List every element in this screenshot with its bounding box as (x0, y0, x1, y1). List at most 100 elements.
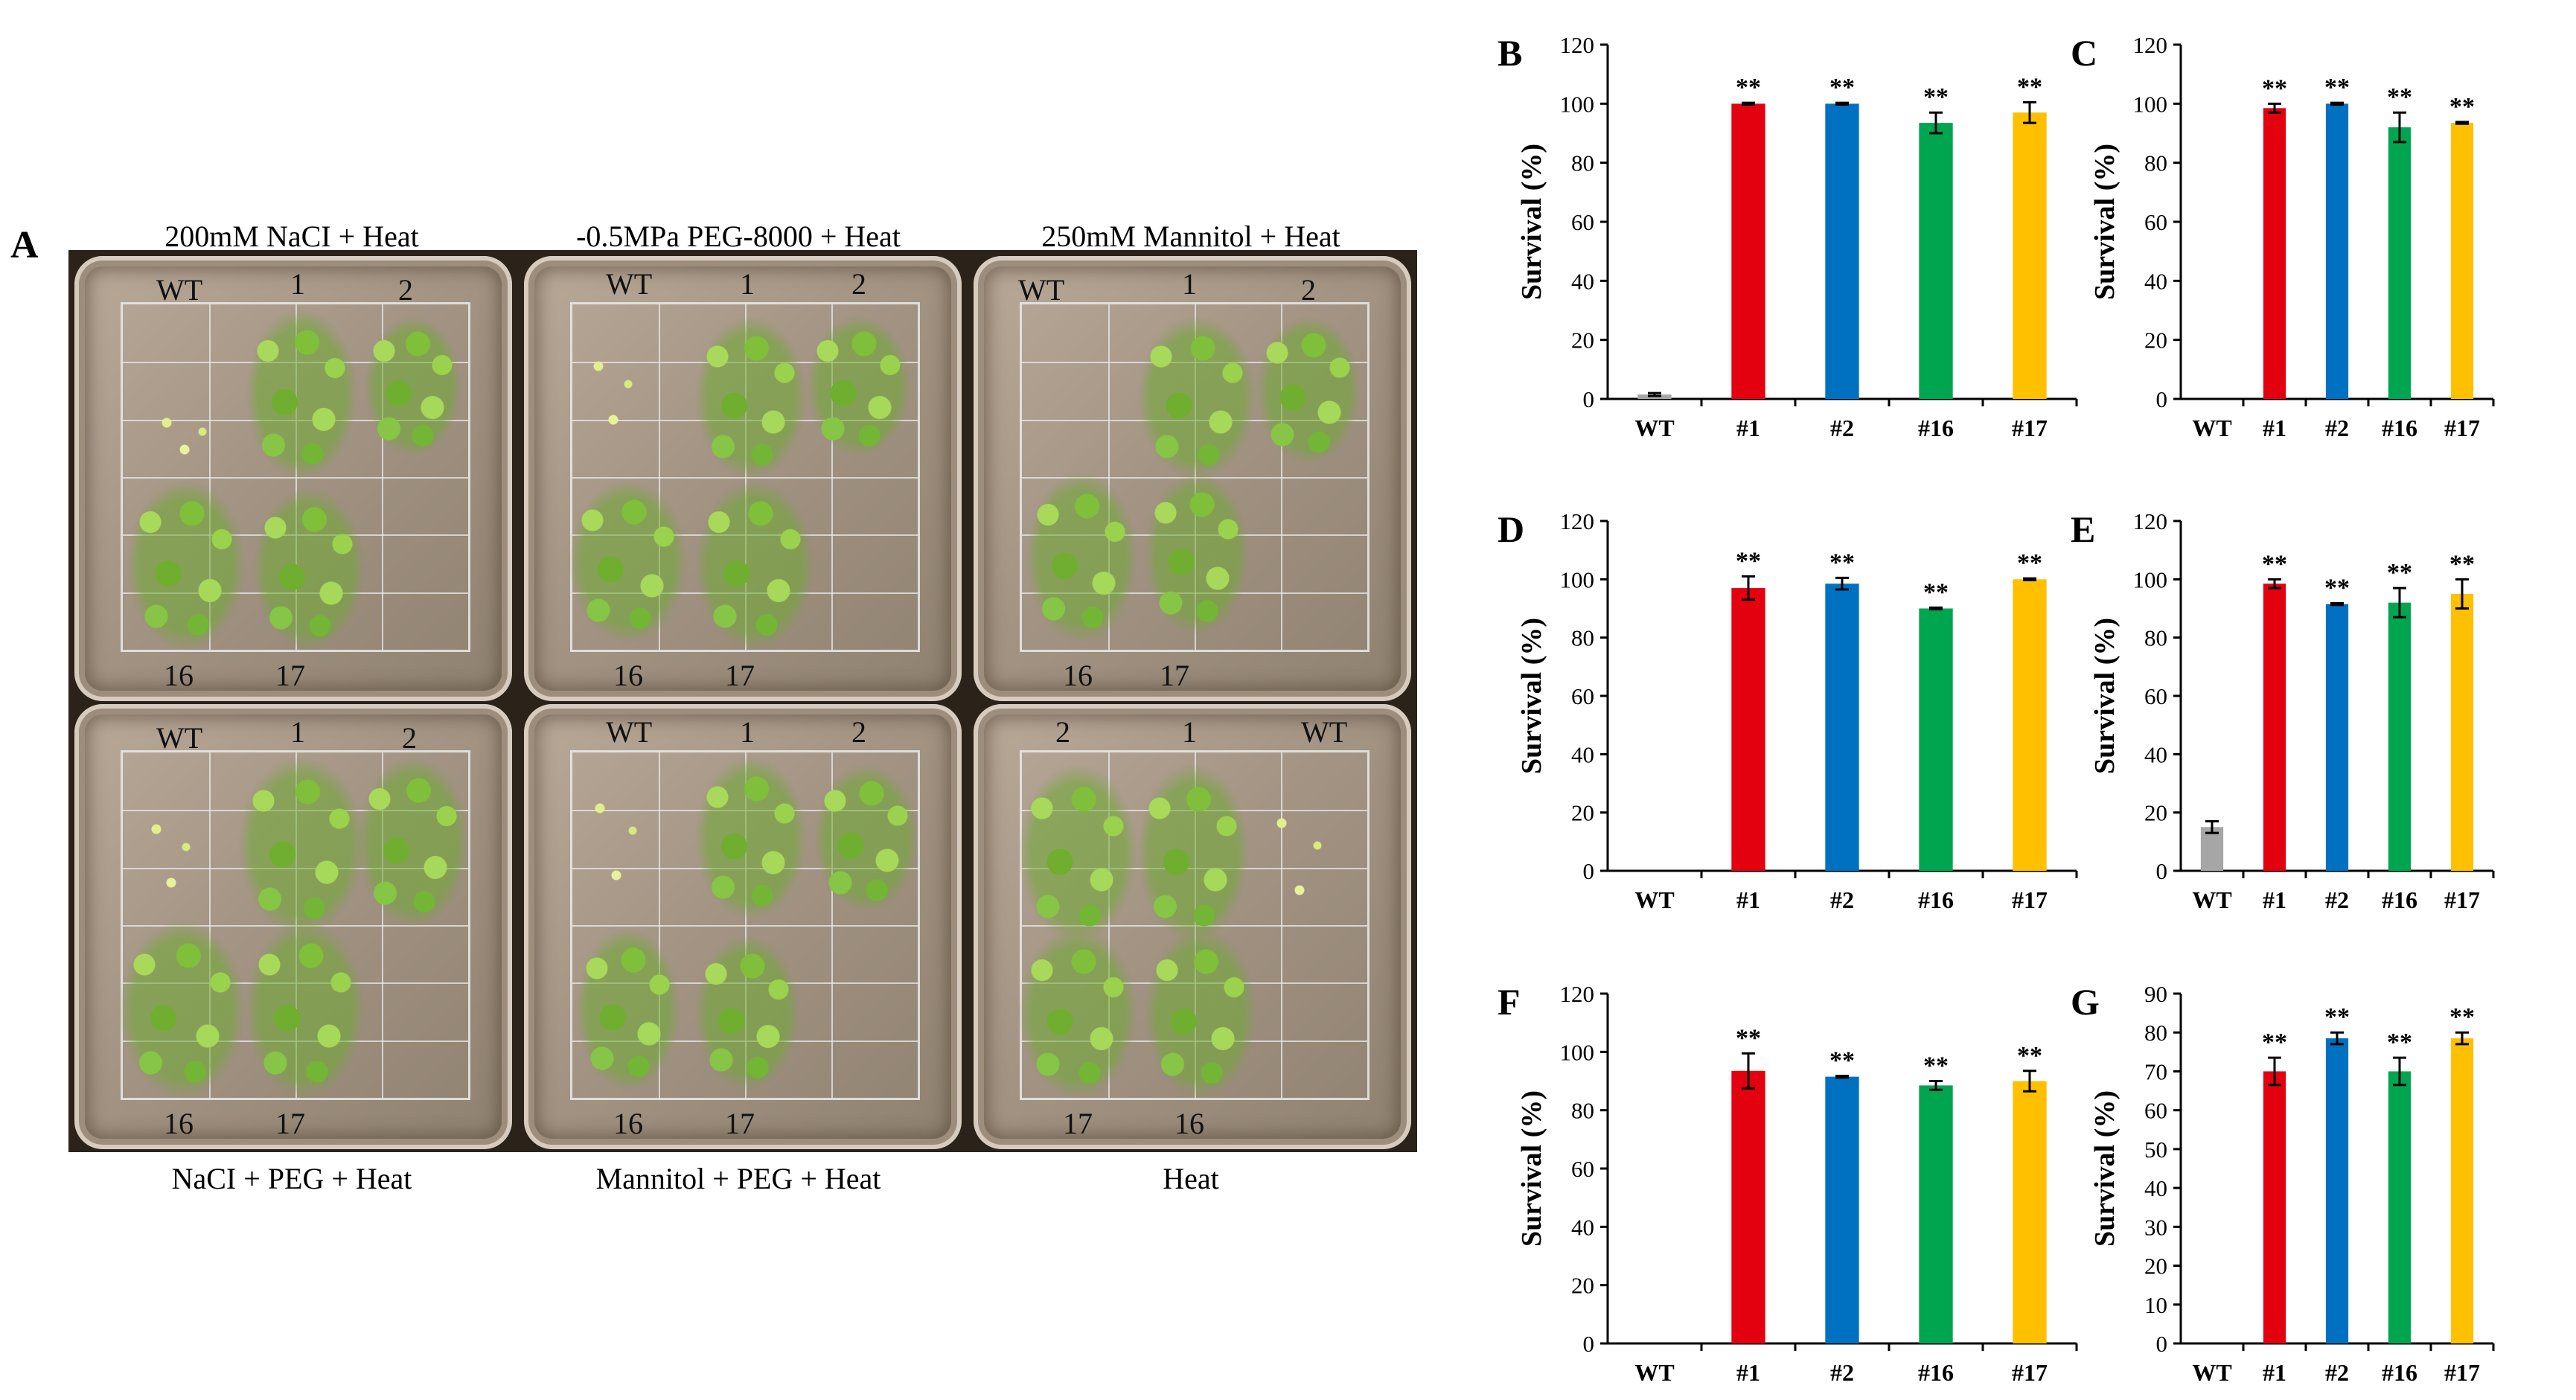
plate-heat: 2 1 WT 17 16 (974, 704, 1411, 1149)
x-tick-label: #1 (1736, 1359, 1760, 1386)
plate-nacl-peg-heat: WT 1 2 16 17 (74, 704, 512, 1149)
y-tick-label: 100 (2133, 91, 2168, 117)
bar-line-16 (2388, 127, 2412, 400)
bar-line-1 (2263, 108, 2286, 400)
x-tick-label: #17 (2444, 886, 2480, 913)
x-tick-label: #17 (2012, 415, 2048, 441)
seedlings-line-17 (253, 487, 365, 651)
panel-letter-f: F (1498, 981, 1521, 1023)
seedlings-line-2 (1256, 316, 1361, 464)
bar-line-17 (2450, 123, 2474, 399)
y-tick-label: 10 (2144, 1292, 2167, 1318)
significance-marker: ** (2017, 549, 2042, 577)
x-tick-label: #16 (1918, 886, 1954, 913)
significance-marker: ** (2324, 74, 2350, 101)
chart-b: B 0 20 40 60 80 100 120 Survival (%) WT ** #1 ** #2 **… (1498, 32, 2078, 441)
significance-marker: ** (2262, 74, 2287, 102)
y-tick-label: 90 (2144, 981, 2167, 1007)
bar-line-1 (1731, 1070, 1765, 1343)
x-tick-label: #17 (2012, 1359, 2048, 1386)
significance-marker: ** (1829, 74, 1855, 101)
bar-line-17 (2013, 112, 2047, 399)
y-tick-label: 60 (1571, 209, 1594, 235)
y-tick-label: 40 (2144, 268, 2167, 294)
seedlings-line-1 (695, 756, 807, 920)
plate-caption-1: 200mM NaCI + Heat (164, 220, 419, 253)
plate-label-wt: WT (606, 267, 653, 301)
y-axis-label: Survival (%) (2089, 618, 2120, 774)
plate-label-wt: WT (156, 721, 203, 755)
seedlings-wt (1264, 779, 1353, 927)
seedlings-line-16 (119, 920, 246, 1099)
bar-line-2 (2325, 1038, 2349, 1343)
seedlings-line-16 (576, 927, 680, 1091)
plate-label-wt: WT (156, 273, 203, 307)
plate-caption-4: NaCI + PEG + Heat (171, 1162, 412, 1195)
plate-label-16: 16 (1063, 659, 1093, 692)
y-tick-label: 50 (2144, 1137, 2167, 1163)
x-tick-label: #16 (2382, 1359, 2417, 1386)
plate-label-1: 1 (1182, 715, 1197, 749)
x-tick-label: #2 (2325, 1359, 2349, 1386)
plate-label-17: 17 (275, 659, 305, 692)
bar-line-1 (2263, 1071, 2286, 1343)
y-tick-label: 80 (1571, 1098, 1594, 1124)
y-tick-label: 0 (2156, 386, 2168, 412)
seedlings-line-1 (238, 756, 365, 935)
plate-label-17: 17 (725, 659, 755, 692)
significance-marker: ** (2324, 574, 2350, 601)
y-tick-label: 20 (2144, 1253, 2167, 1279)
y-tick-label: 20 (1571, 327, 1594, 354)
y-axis-label: Survival (%) (2089, 1090, 2120, 1247)
x-tick-label: #17 (2444, 415, 2480, 441)
panel-letter-b: B (1498, 32, 1522, 74)
panel-letter-g: G (2071, 981, 2100, 1023)
bar-wt (2200, 827, 2224, 871)
plate-caption-6: Heat (1163, 1162, 1219, 1195)
y-tick-label: 80 (1571, 150, 1594, 176)
bar-line-17 (2450, 593, 2474, 871)
plate-peg-heat: WT 1 2 16 17 (524, 256, 962, 701)
x-tick-label: #16 (1918, 415, 1954, 441)
y-tick-label: 120 (1560, 508, 1595, 534)
y-tick-label: 40 (2144, 1175, 2167, 1201)
x-tick-label: #1 (1736, 415, 1760, 441)
x-tick-label: #1 (2263, 415, 2286, 441)
y-tick-label: 100 (1560, 1039, 1595, 1065)
significance-marker: ** (2324, 1003, 2350, 1031)
significance-marker: ** (2449, 550, 2475, 578)
bar-line-17 (2450, 1038, 2474, 1343)
x-tick-label: WT (2192, 886, 2231, 913)
y-tick-label: 40 (1571, 268, 1594, 294)
plates-photo: WT 1 2 16 17 WT 1 2 16 17 WT 1 2 16 (68, 250, 1417, 1152)
y-tick-label: 20 (1571, 800, 1594, 826)
significance-marker: ** (1829, 1046, 1855, 1074)
plate-label-17: 17 (1063, 1107, 1093, 1140)
panel-a-letter: A (10, 224, 39, 266)
plate-label-16: 16 (164, 1107, 194, 1140)
seedlings-line-17 (1018, 927, 1137, 1099)
plate-label-wt: WT (1018, 273, 1065, 307)
plate-label-16: 16 (1174, 1107, 1204, 1140)
y-axis-label: Survival (%) (1516, 144, 1547, 300)
y-tick-label: 20 (2144, 327, 2167, 354)
chart-f: F 0 20 40 60 80 100 120 Survival (%) WT ** #1 ** #2 **… (1498, 981, 2078, 1386)
y-tick-label: 70 (2144, 1058, 2167, 1084)
panel-letter-d: D (1498, 508, 1524, 550)
plate-caption-2: -0.5MPa PEG-8000 + Heat (576, 220, 901, 253)
plate-label-16: 16 (613, 1107, 643, 1140)
bar-line-2 (1825, 103, 1859, 400)
seedlings-line-1 (1137, 764, 1249, 942)
x-tick-label: #17 (2444, 1359, 2480, 1386)
significance-marker: ** (2017, 73, 2042, 100)
y-tick-label: 100 (1560, 566, 1595, 592)
plate-label-2: 2 (1055, 715, 1070, 749)
seedlings-wt (141, 793, 216, 912)
plate-label-1: 1 (290, 715, 305, 749)
x-tick-label: #16 (1918, 1359, 1954, 1386)
chart-c: C 0 20 40 60 80 100 120 Survival (%) WT ** #1 ** #2 **… (2071, 32, 2495, 441)
x-tick-label: #16 (2382, 886, 2417, 913)
x-tick-label: WT (2192, 415, 2231, 441)
x-tick-label: WT (1634, 886, 1674, 913)
seedlings-line-16 (1026, 472, 1137, 643)
